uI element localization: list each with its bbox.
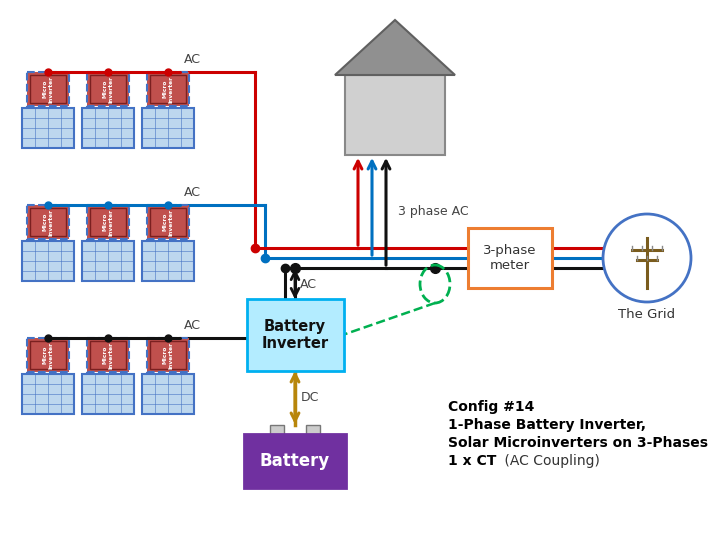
Bar [142,241,194,281]
Text: Config #14: Config #14 [448,400,534,414]
Text: Battery: Battery [260,452,330,470]
Bar [82,108,134,148]
Bar [147,205,189,239]
Bar [22,241,74,281]
Bar [142,374,194,414]
Text: Micro
Inverter: Micro Inverter [163,76,174,103]
Bar [90,75,126,103]
Circle shape [603,214,691,302]
Polygon shape [335,20,455,75]
Text: 1-Phase Battery Inverter,: 1-Phase Battery Inverter, [448,418,646,432]
Bar [150,75,186,103]
FancyBboxPatch shape [244,434,346,488]
FancyBboxPatch shape [468,228,552,288]
Bar [30,208,66,236]
Bar [142,108,194,148]
Bar [82,374,134,414]
Bar [150,341,186,369]
Bar [82,241,134,281]
Text: 3-phase
meter: 3-phase meter [483,244,536,272]
Text: AC: AC [300,278,317,291]
Bar [270,425,284,436]
Bar [27,338,69,372]
Text: (AC Coupling): (AC Coupling) [500,454,600,468]
Text: AC: AC [184,319,201,332]
Bar [345,75,445,155]
Bar [306,425,320,436]
Text: Solar Microinverters on 3-Phases: Solar Microinverters on 3-Phases [448,436,708,450]
Text: 3 phase AC: 3 phase AC [398,205,469,218]
Text: AC: AC [184,186,201,199]
Text: Micro
Inverter: Micro Inverter [163,208,174,235]
Text: Micro
Inverter: Micro Inverter [42,76,53,103]
FancyBboxPatch shape [246,299,343,371]
Text: Micro
Inverter: Micro Inverter [102,76,114,103]
Bar [22,108,74,148]
Bar [27,205,69,239]
Text: Micro
Inverter: Micro Inverter [42,341,53,369]
Bar [147,338,189,372]
Bar [90,208,126,236]
Text: AC: AC [184,53,201,66]
Text: Micro
Inverter: Micro Inverter [42,208,53,235]
Bar [30,75,66,103]
Bar [87,338,129,372]
Bar [90,341,126,369]
Text: DC: DC [301,391,320,404]
Bar [87,205,129,239]
Text: Battery
Inverter: Battery Inverter [261,319,328,351]
Bar [30,341,66,369]
Bar [147,72,189,106]
Text: 1 x CT: 1 x CT [448,454,496,468]
Bar [150,208,186,236]
Text: Micro
Inverter: Micro Inverter [102,208,114,235]
Text: Micro
Inverter: Micro Inverter [163,341,174,369]
Text: Micro
Inverter: Micro Inverter [102,341,114,369]
Bar [87,72,129,106]
Bar [22,374,74,414]
Text: The Grid: The Grid [618,308,675,321]
Bar [27,72,69,106]
